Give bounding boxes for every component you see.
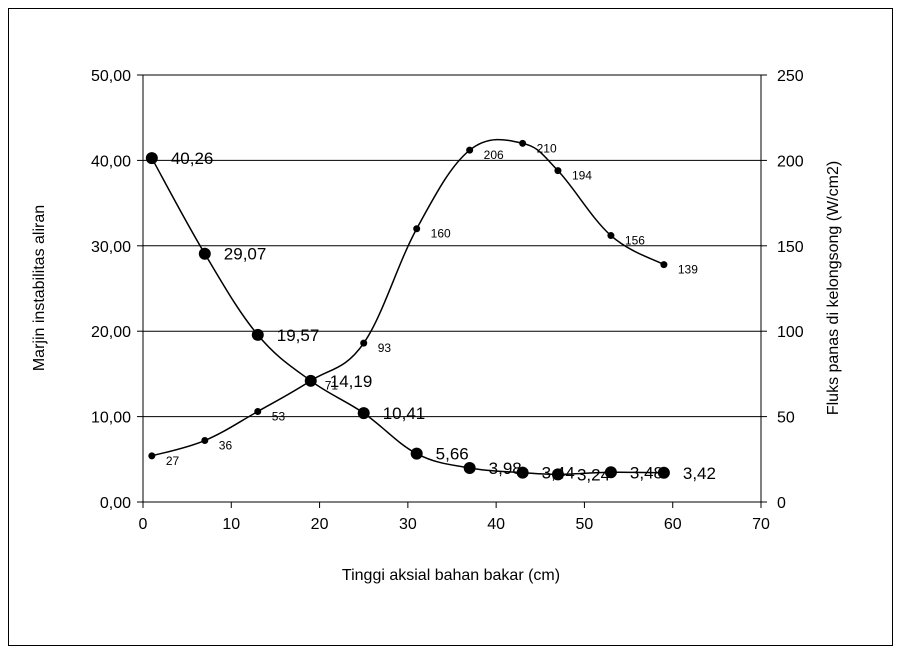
y2-tick-label: 200 — [777, 153, 804, 170]
data-label: 3,98 — [489, 459, 522, 478]
data-label: 10,41 — [383, 404, 426, 423]
y2-tick-label: 50 — [777, 410, 795, 427]
chart-border — [8, 8, 893, 646]
data-point — [360, 339, 368, 347]
data-label: 139 — [678, 263, 698, 277]
data-label: 71 — [325, 379, 339, 393]
data-point — [413, 225, 421, 233]
y-tick-label: 10,00 — [91, 410, 131, 427]
x-tick-label: 50 — [576, 516, 594, 533]
y2-tick-label: 250 — [777, 68, 804, 85]
data-point — [660, 261, 668, 269]
x-tick-label: 0 — [139, 516, 148, 533]
data-point — [466, 146, 474, 154]
axes: 0 10 20 30 40 50 60 70 0,00 10,00 20,00 30,00 40,00 5… — [91, 68, 804, 533]
data-label: 3,42 — [683, 464, 716, 483]
y2-tick-label: 150 — [777, 239, 804, 256]
data-label: 156 — [625, 234, 645, 248]
data-label: 14,19 — [330, 372, 373, 391]
data-point — [657, 466, 670, 479]
data-label: 3,48 — [630, 463, 663, 482]
y2-tick-label: 0 — [777, 495, 786, 512]
x-axis-title: Tinggi aksial bahan bakar (cm) — [342, 567, 560, 584]
data-label: 36 — [219, 439, 233, 453]
x-tick-label: 70 — [752, 516, 770, 533]
data-label: 3,24 — [577, 465, 610, 484]
x-tick-label: 20 — [311, 516, 329, 533]
data-point — [201, 437, 209, 445]
gridlines — [143, 74, 761, 418]
y-axis-title: Marjin instabilitas aliran — [31, 205, 48, 371]
data-label: 40,26 — [171, 149, 214, 168]
data-label: 5,66 — [436, 445, 469, 464]
x-tick-label: 10 — [222, 516, 240, 533]
x-tick-label: 30 — [399, 516, 417, 533]
series-line-1 — [151, 157, 664, 476]
data-point — [516, 466, 529, 479]
x-tick-label: 60 — [664, 516, 682, 533]
data-label: 29,07 — [224, 245, 267, 264]
series-points — [145, 139, 670, 481]
data-point — [198, 247, 211, 260]
data-point — [148, 452, 156, 460]
data-point — [307, 377, 315, 385]
data-point — [607, 232, 615, 240]
data-label: 3,44 — [542, 464, 575, 483]
data-point — [145, 152, 158, 165]
x-tick-label: 40 — [487, 516, 505, 533]
data-label: 27 — [166, 454, 180, 468]
y-tick-label: 0,00 — [100, 495, 131, 512]
y2-axis-title: Fluks panas di kelongsong (W/cm2) — [825, 161, 842, 415]
data-labels: 40,26 29,07 19,57 14,19 10,41 5,66 3,98 3,44 3,2… — [166, 141, 716, 484]
data-label: 210 — [537, 141, 557, 155]
data-point — [251, 328, 264, 341]
y-tick-label: 50,00 — [91, 68, 131, 85]
data-label: 19,57 — [277, 326, 320, 345]
data-point — [357, 407, 370, 420]
y-tick-label: 40,00 — [91, 153, 131, 170]
data-point — [551, 468, 564, 481]
data-label: 194 — [572, 169, 592, 183]
data-point — [254, 407, 262, 415]
y2-tick-label: 100 — [777, 324, 804, 341]
data-point — [554, 167, 562, 175]
data-label: 53 — [272, 409, 286, 423]
y-tick-label: 20,00 — [91, 324, 131, 341]
data-point — [410, 447, 423, 460]
data-label: 160 — [431, 227, 451, 241]
data-point — [519, 139, 527, 147]
data-point — [604, 466, 617, 479]
data-label: 93 — [378, 341, 392, 355]
y-tick-label: 30,00 — [91, 239, 131, 256]
data-point — [463, 462, 476, 475]
data-label: 206 — [484, 148, 504, 162]
